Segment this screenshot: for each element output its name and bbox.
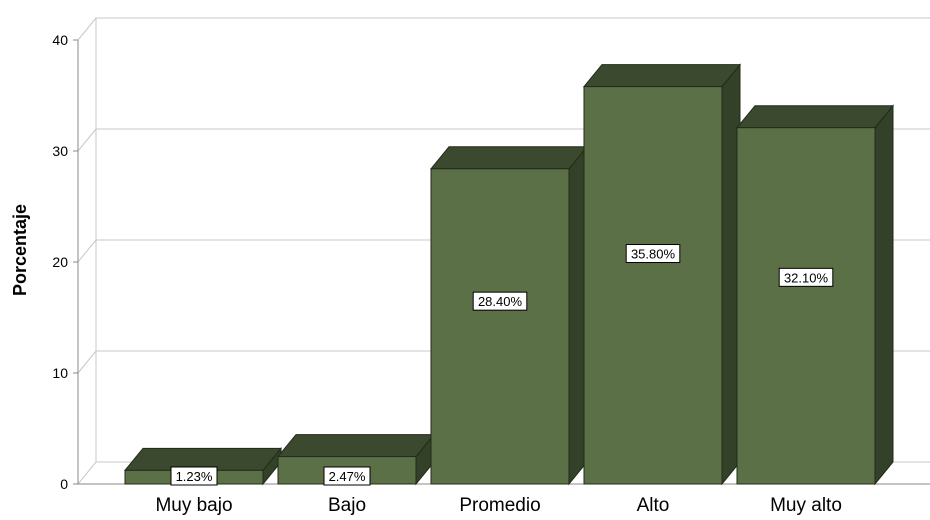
bar-top [429, 146, 589, 170]
x-tick-label: Muy alto [770, 495, 842, 515]
x-tick-label: Bajo [328, 495, 366, 515]
y-axis-title: Porcentaje [10, 204, 30, 296]
y-tick-label: 10 [52, 365, 68, 381]
data-label-text: 35.80% [631, 247, 676, 262]
data-label-text: 28.40% [478, 294, 523, 309]
x-tick-label: Promedio [459, 495, 540, 515]
bar [735, 104, 895, 486]
y-tick-label: 40 [52, 32, 68, 48]
y-tick-label: 30 [52, 143, 68, 159]
labels-layer: Muy bajo 1.23% Bajo 2.47% Promedio 28.40% Alto… [155, 244, 842, 516]
data-label-box [625, 244, 681, 264]
data-label: 2.47% [323, 466, 371, 486]
bar [429, 145, 589, 486]
data-label-box [170, 466, 218, 486]
gridline-depth [77, 350, 97, 374]
bar-top [276, 434, 436, 458]
gridline-depth [77, 128, 97, 152]
bars-layer [123, 63, 895, 486]
bar-top [582, 64, 742, 88]
data-label-text: 32.10% [784, 270, 829, 285]
bar [123, 446, 283, 486]
bar-top [735, 105, 895, 129]
bar-side [874, 104, 894, 486]
gridline-depth [77, 461, 97, 485]
data-label-text: 2.47% [329, 469, 366, 484]
data-label: 28.40% [472, 291, 528, 311]
data-label-text: 1.23% [176, 469, 213, 484]
data-label-box [472, 291, 528, 311]
bar [582, 63, 742, 486]
gridline-depth [77, 17, 97, 41]
gridline-depth [77, 239, 97, 263]
x-tick-label: Muy bajo [155, 495, 232, 515]
data-label-box [323, 466, 371, 486]
y-tick-label: 20 [52, 254, 68, 270]
data-label-box [778, 267, 834, 287]
data-label: 1.23% [170, 466, 218, 486]
x-tick-label: Alto [637, 495, 670, 515]
bar-front [583, 86, 723, 485]
data-label: 35.80% [625, 244, 681, 264]
y-tick-label: 0 [60, 476, 68, 492]
bar-front [430, 168, 570, 485]
data-label: 32.10% [778, 267, 834, 287]
bar-front [736, 127, 876, 485]
